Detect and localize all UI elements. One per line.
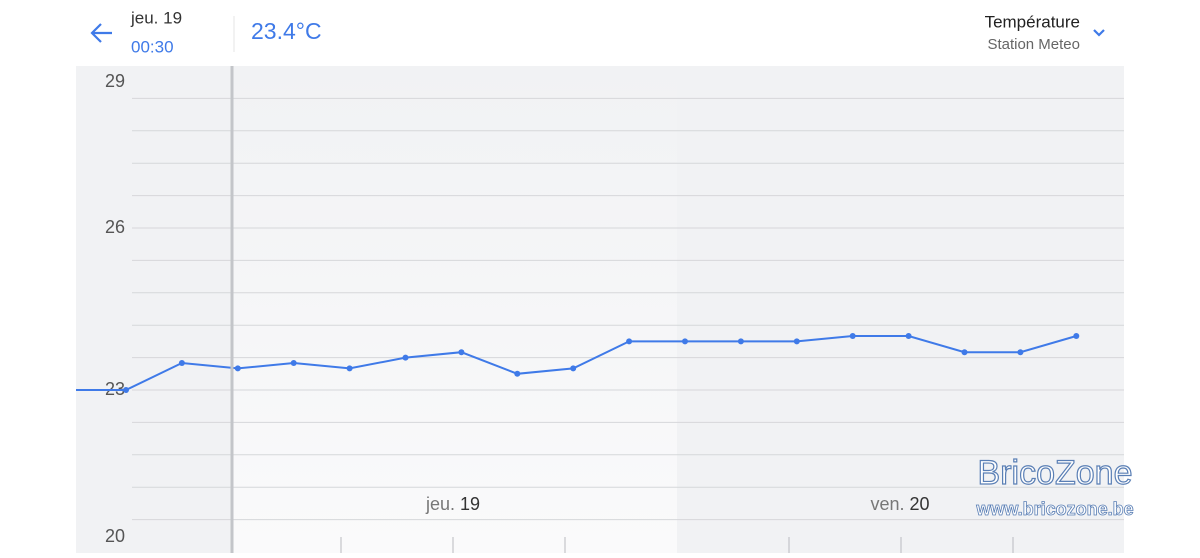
y-tick-label: 26 (105, 217, 125, 237)
data-point (458, 349, 465, 356)
data-point (905, 333, 912, 339)
station-name[interactable]: Station Meteo (987, 36, 1080, 53)
data-point (1073, 333, 1080, 339)
watermark-brand: BricoZone (978, 454, 1133, 492)
data-point (793, 338, 800, 345)
day-background (232, 66, 677, 553)
data-point (570, 365, 577, 372)
y-tick-label: 29 (105, 71, 125, 91)
plot: 20 23 26 29 jeu. 19 ven. 20 (76, 71, 1124, 553)
day-name: ven. (870, 494, 904, 514)
sensor-name[interactable]: Température (985, 12, 1080, 31)
day-label: ven. 20 (870, 494, 929, 514)
header-time: 00:30 (131, 37, 174, 56)
dropdown-chevron[interactable] (1093, 29, 1105, 37)
data-point (290, 360, 297, 366)
data-point (1017, 349, 1024, 356)
day-date: 19 (460, 494, 480, 514)
y-tick-label: 23 (105, 379, 125, 399)
watermark-url: www.bricozone.be (975, 499, 1133, 519)
header-reading: 23.4°C (251, 18, 322, 44)
data-point (961, 349, 968, 356)
data-point (737, 338, 744, 345)
day-label: jeu. 19 (425, 494, 480, 514)
day-name: jeu. (425, 494, 455, 514)
data-point (514, 370, 521, 377)
data-point (346, 365, 353, 372)
day-date: 20 (910, 494, 930, 514)
header-date: jeu. 19 (130, 8, 182, 27)
data-point (123, 387, 129, 393)
data-point (402, 354, 409, 361)
data-point (682, 338, 688, 345)
data-point (849, 333, 856, 339)
y-tick-label: 20 (105, 526, 125, 546)
data-point (626, 338, 633, 345)
back-arrow[interactable] (90, 23, 112, 43)
data-point (178, 360, 185, 366)
data-point (234, 365, 241, 372)
